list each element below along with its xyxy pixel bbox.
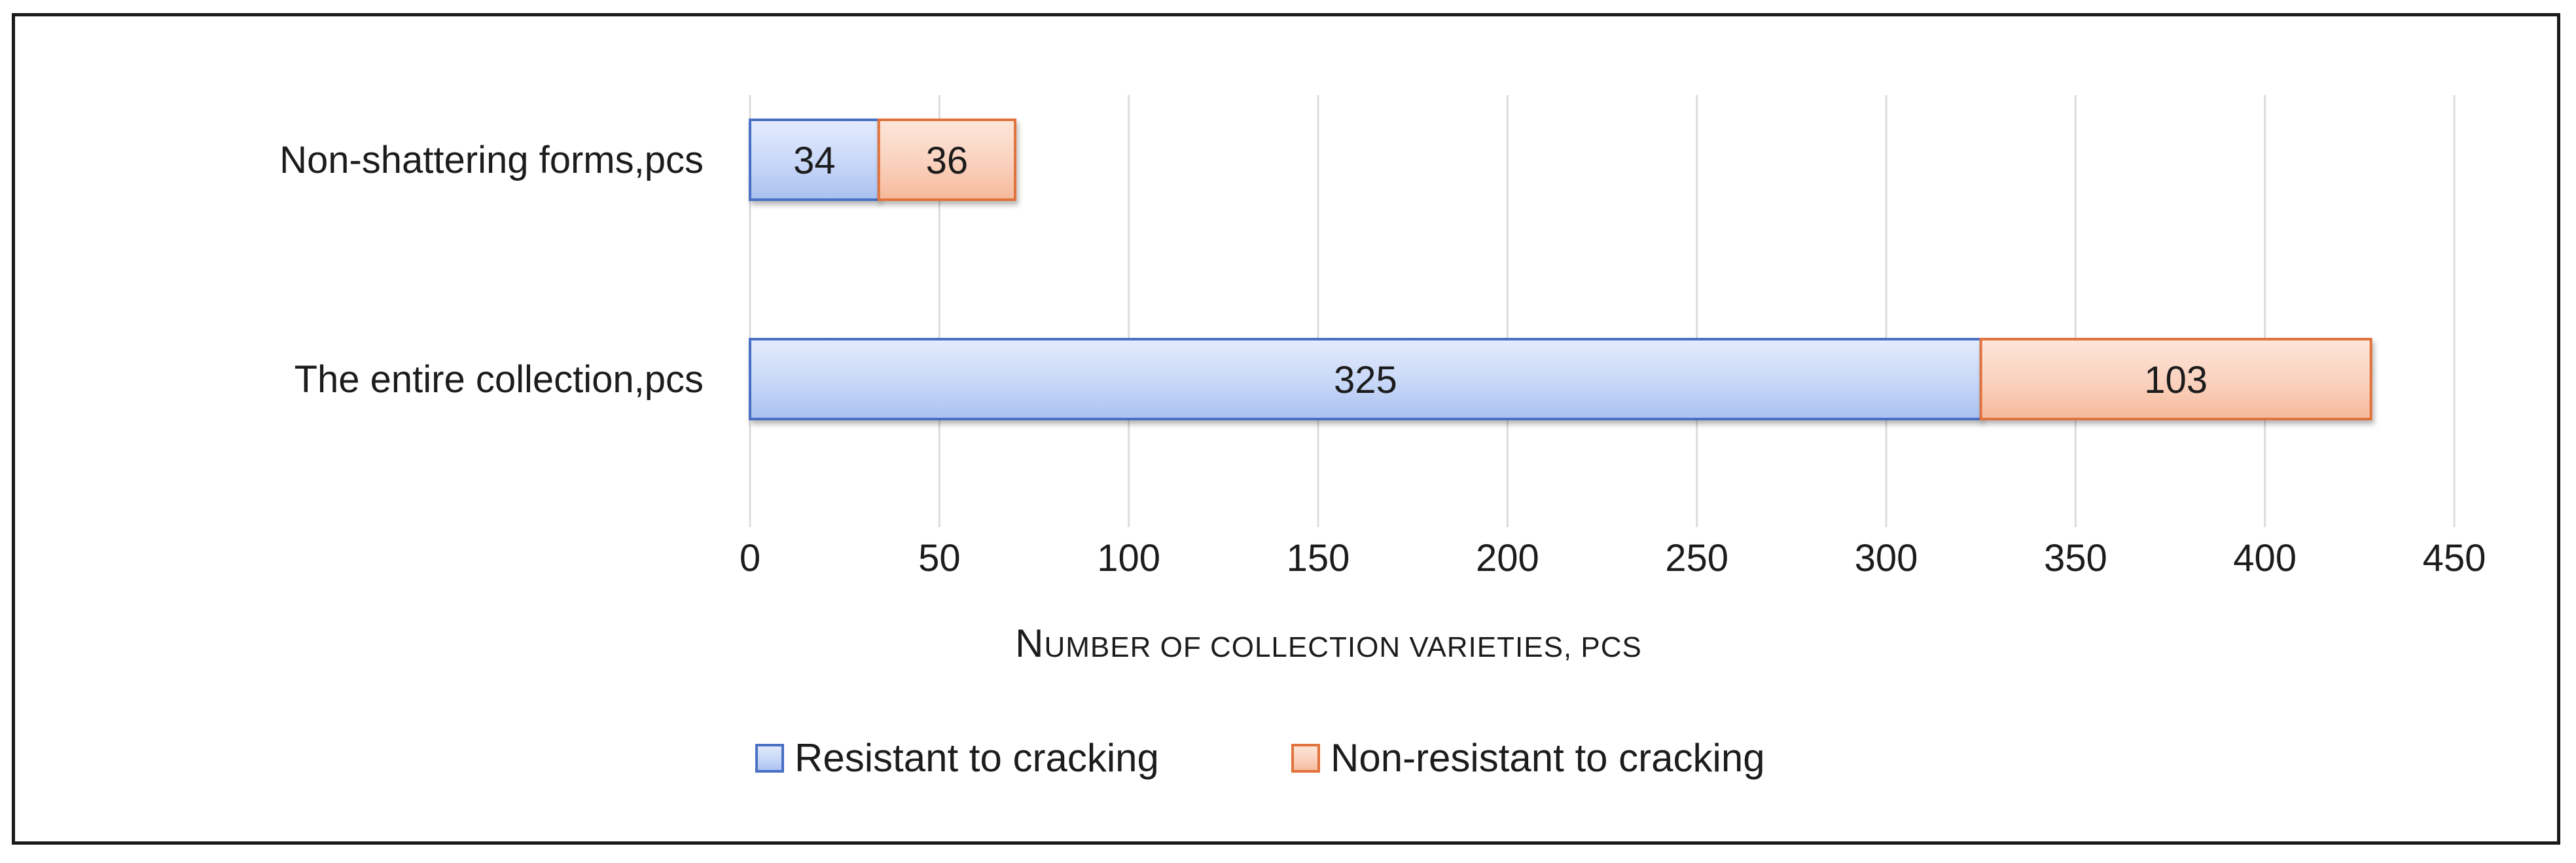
x-tick-label: 0 <box>740 537 760 579</box>
legend-label: Non-resistant to cracking <box>1331 736 1765 780</box>
legend: Resistant to cracking Non-resistant to cr… <box>755 736 1765 780</box>
legend-item: Resistant to cracking <box>755 736 1159 780</box>
x-tick-label: 350 <box>2044 537 2107 579</box>
category-labels: Non-shattering forms,pcs The entire colle… <box>279 139 704 401</box>
category-label: The entire collection,pcs <box>295 358 704 401</box>
x-tick-label: 300 <box>1855 537 1918 579</box>
data-label: 36 <box>926 139 969 182</box>
data-label: 103 <box>2144 359 2208 401</box>
legend-label: Resistant to cracking <box>795 736 1159 780</box>
x-tick-label: 450 <box>2423 537 2486 579</box>
x-tick-label: 250 <box>1665 537 1728 579</box>
x-axis-title: NUMBER OF COLLECTION VARIETIES, PCS <box>1015 621 1642 665</box>
bar-segment <box>749 338 1982 420</box>
chart-frame: 34 36 325 103 Non-shattering forms,pcs The e… <box>12 13 2560 845</box>
x-tick-label: 50 <box>918 537 961 579</box>
legend-item: Non-resistant to cracking <box>1291 736 1765 780</box>
bar-segment <box>1979 338 2372 420</box>
x-tick-label: 400 <box>2233 537 2297 579</box>
data-labels: 34 36 325 103 <box>793 139 2208 401</box>
x-axis-ticks: 0 50 100 150 200 250 300 350 400 450 <box>740 537 2486 579</box>
x-tick-label: 200 <box>1476 537 1539 579</box>
x-tick-label: 100 <box>1097 537 1160 579</box>
category-label: Non-shattering forms,pcs <box>279 139 704 181</box>
bar-segment <box>877 119 1017 201</box>
data-label: 34 <box>793 139 836 182</box>
data-label: 325 <box>1334 359 1397 401</box>
stacked-bar-chart: 34 36 325 103 Non-shattering forms,pcs The e… <box>279 95 2486 780</box>
x-tick-label: 150 <box>1287 537 1350 579</box>
legend-swatch <box>755 744 784 773</box>
legend-swatch <box>1291 744 1320 773</box>
bars <box>749 119 2372 420</box>
